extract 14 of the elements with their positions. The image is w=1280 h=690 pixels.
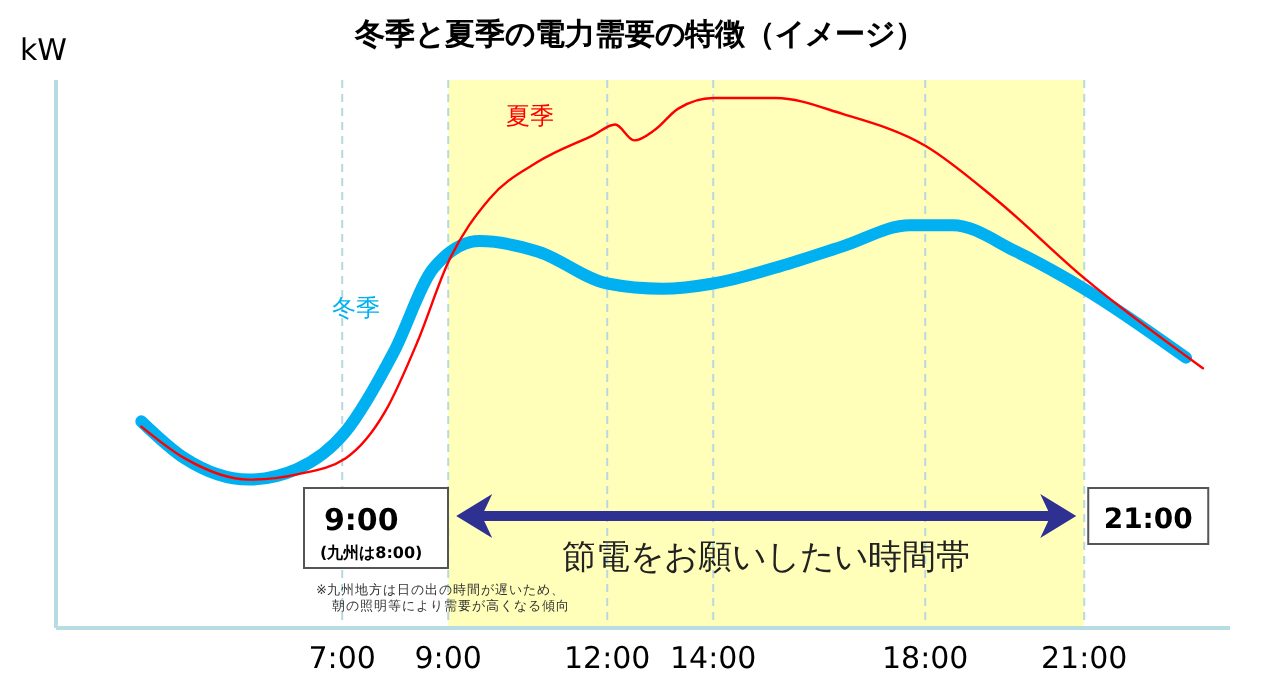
- band-label: 節電をお願いしたい時間帯: [562, 538, 971, 578]
- x-tick-label: 9:00: [414, 640, 482, 676]
- annotation: (九州は8:00): [320, 544, 423, 562]
- x-tick-label: 21:00: [1041, 640, 1128, 676]
- x-tick-label: 7:00: [308, 640, 376, 676]
- x-tick-label: 14:00: [669, 640, 757, 676]
- annotation: 9:00: [324, 502, 399, 538]
- series-label: 冬季: [332, 294, 380, 322]
- chart-title: 冬季と夏季の電力需要の特徴（イメージ）: [353, 16, 925, 52]
- y-axis-title: kW: [20, 32, 68, 68]
- x-tick-label: 12:00: [563, 640, 651, 676]
- annotation: 21:00: [1103, 504, 1194, 536]
- series-label: 夏季: [506, 102, 554, 130]
- x-tick-label: 18:00: [882, 640, 969, 676]
